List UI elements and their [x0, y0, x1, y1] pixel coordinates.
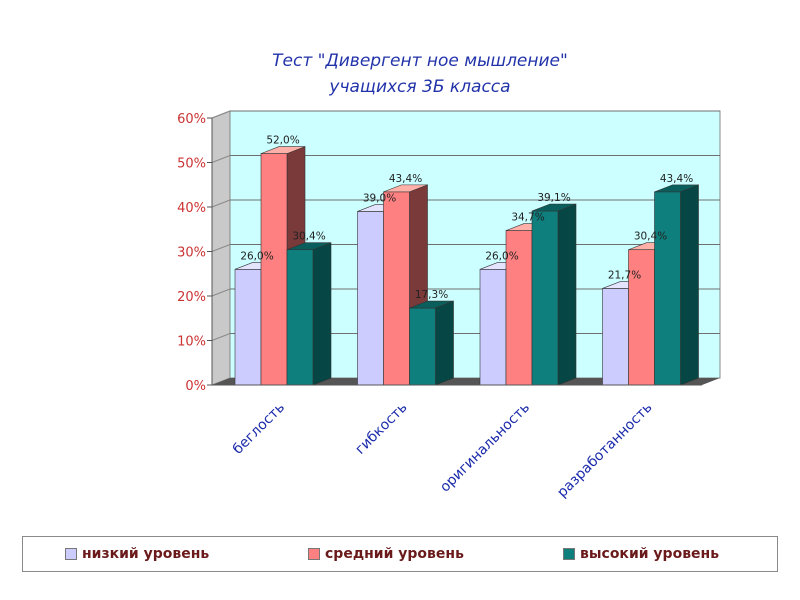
- gridline-side: [211, 199, 231, 208]
- data-label: 30,4%: [292, 231, 325, 243]
- y-tick-label: 60%: [177, 112, 206, 127]
- legend-label-medium: средний уровень: [325, 546, 464, 562]
- gridline-side: [211, 333, 231, 341]
- x-tick-label: гибкость: [352, 400, 410, 458]
- chart-title-line-1: Тест "Дивергент ное мышление": [272, 51, 568, 71]
- x-tick-label: оригинальность: [437, 400, 533, 496]
- bar-top: [531, 203, 577, 212]
- y-tick-label: 50%: [177, 157, 206, 172]
- floor: [212, 378, 720, 385]
- bar-front: [602, 288, 629, 386]
- data-label: 34,7%: [511, 212, 544, 224]
- bars: [234, 146, 699, 386]
- bar-side: [312, 242, 332, 386]
- data-labels: 26,0% 52,0% 30,4% 39,0% 43,4% 17,3% 26,0% 34,7%…: [240, 135, 693, 301]
- y-axis: 0% 10% 20% 30% 40% 50% 60%: [177, 112, 213, 394]
- data-label: 43,4%: [660, 173, 693, 185]
- bar: [286, 242, 332, 386]
- data-label: 17,3%: [415, 289, 448, 301]
- gridline-side: [211, 110, 231, 119]
- gridline-side: [211, 244, 231, 252]
- legend-swatch-high: [563, 548, 575, 560]
- legend-label-low: низкий уровень: [82, 546, 210, 562]
- bar-front: [357, 211, 384, 386]
- legend-swatch-medium: [308, 548, 320, 560]
- y-tick-label: 30%: [177, 246, 206, 261]
- bar-front: [286, 249, 314, 386]
- bar-front: [479, 268, 507, 386]
- y-tick-label: 10%: [177, 335, 206, 350]
- bar-top: [654, 184, 699, 193]
- bar: [654, 184, 699, 386]
- legend-label-high: высокий уровень: [580, 546, 720, 562]
- legend-swatch-low: [65, 548, 77, 560]
- bar: [531, 203, 577, 386]
- bar: [409, 300, 454, 386]
- data-label: 52,0%: [266, 135, 299, 147]
- data-label: 26,0%: [485, 250, 518, 262]
- bar-top: [383, 184, 428, 193]
- data-label: 21,7%: [608, 269, 641, 281]
- y-tick-label: 20%: [177, 290, 206, 305]
- bar-front: [383, 191, 410, 386]
- bar-front: [260, 153, 288, 386]
- bar-top: [409, 300, 454, 309]
- bar-front: [654, 191, 681, 386]
- bar-top: [260, 146, 306, 154]
- chart-title-line-2: учащихся 3Б класса: [328, 77, 510, 97]
- gridline-side: [211, 288, 231, 297]
- legend-item-medium: средний уровень: [308, 546, 464, 562]
- x-axis: беглость гибкость оригинальность разработан…: [212, 384, 702, 501]
- bar-top: [286, 242, 332, 251]
- data-label: 26,0%: [240, 250, 273, 262]
- y-tick-label: 40%: [177, 201, 206, 216]
- bar-front: [409, 307, 436, 386]
- y-tick-label: 0%: [185, 379, 206, 394]
- bar-side: [435, 300, 454, 386]
- x-tick-label: разработанность: [554, 400, 655, 501]
- bar-front: [531, 210, 559, 386]
- bar-front: [628, 249, 655, 386]
- bar-front: [505, 230, 533, 386]
- x-tick-label: беглость: [230, 400, 288, 458]
- data-label: 39,0%: [363, 192, 396, 204]
- legend-item-high: высокий уровень: [563, 546, 719, 562]
- legend-item-low: низкий уровень: [65, 546, 209, 562]
- legend: низкий уровень средний уровень высокий у…: [22, 536, 778, 572]
- bar-side: [680, 184, 699, 386]
- data-label: 30,4%: [634, 231, 667, 243]
- bar-side: [557, 203, 577, 386]
- data-label: 39,1%: [537, 192, 570, 204]
- gridline-side: [211, 155, 231, 163]
- data-label: 43,4%: [389, 173, 422, 185]
- bar-front: [234, 268, 262, 386]
